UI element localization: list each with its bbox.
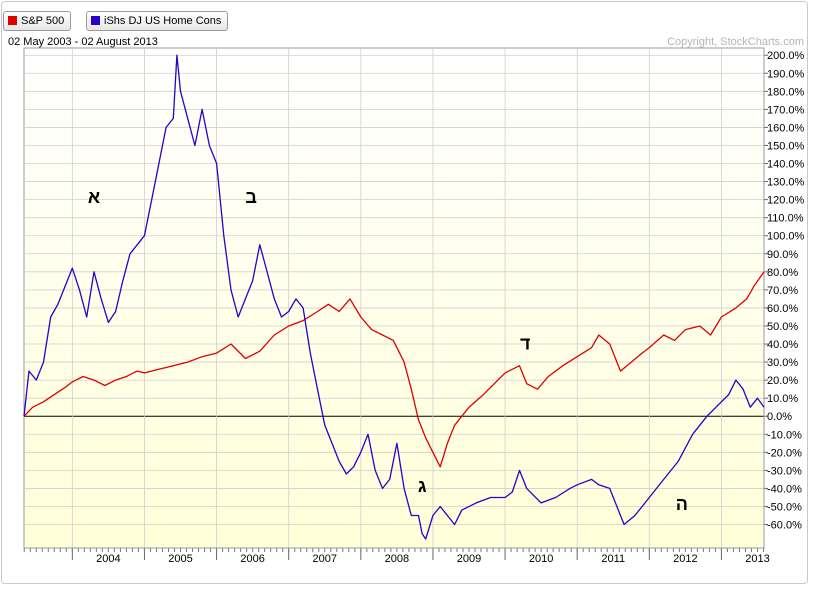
y-tick-label: 160.0% (767, 122, 805, 134)
legend-label-home-cons: iShs DJ US Home Cons (104, 15, 222, 27)
y-tick-label: 110.0% (767, 213, 804, 225)
y-tick-label: 90.0% (767, 249, 798, 261)
y-tick-label: 70.0% (767, 285, 798, 297)
y-tick-label: 0.0% (767, 411, 792, 423)
y-tick-label: -30.0% (767, 465, 802, 477)
y-tick-label: 150.0% (767, 140, 805, 152)
y-tick-label: 170.0% (767, 104, 805, 116)
annotation-label: ב (245, 187, 257, 207)
y-tick-label: 20.0% (767, 375, 798, 387)
y-tick-label: -50.0% (767, 501, 802, 513)
y-tick-label: 100.0% (767, 231, 805, 243)
outer-border (1, 1, 808, 584)
x-tick-label: 2007 (313, 553, 337, 565)
date-range-label: 02 May 2003 - 02 August 2013 (8, 36, 158, 48)
y-tick-label: -20.0% (767, 447, 802, 459)
y-axis: 200.0% 190.0% 180.0% 170.0% 160.0% 150.0% 140.… (763, 48, 805, 548)
annotation-label: ה (676, 494, 688, 514)
x-tick-label: 2012 (673, 553, 697, 565)
home-cons-swatch-icon (91, 16, 100, 25)
copyright-label: Copyright, StockCharts.com (667, 36, 804, 48)
annotation-label: ג (418, 476, 427, 496)
series-layer (23, 54, 765, 540)
x-tick-label: 2006 (240, 553, 264, 565)
x-tick-label: 2009 (457, 553, 481, 565)
y-tick-label: 80.0% (767, 267, 798, 279)
y-tick-label: 60.0% (767, 303, 798, 315)
y-tick-label: 30.0% (767, 357, 798, 369)
y-tick-label: -60.0% (767, 520, 802, 532)
annotation-label: א (88, 187, 100, 207)
y-tick-label: 200.0% (767, 50, 805, 62)
y-tick-label: 40.0% (767, 339, 798, 351)
x-tick-label: 2013 (745, 553, 769, 565)
legend-label-sp500: S&P 500 (21, 15, 65, 27)
x-tick-label: 2005 (168, 553, 192, 565)
x-tick-label: 2010 (529, 553, 553, 565)
x-tick-label: 2008 (385, 553, 409, 565)
y-tick-label: 130.0% (767, 177, 805, 189)
y-tick-label: 140.0% (767, 159, 805, 171)
y-tick-label: -10.0% (767, 429, 802, 441)
annotations: א ב ג ד ה (88, 187, 688, 514)
x-tick-label: 2004 (96, 553, 120, 565)
y-tick-label: 10.0% (767, 393, 798, 405)
grid-lines (24, 48, 764, 548)
y-tick-label: 50.0% (767, 321, 798, 333)
plot-background (23, 47, 765, 549)
y-tick-label: 120.0% (767, 195, 805, 207)
x-tick-label: 2011 (601, 553, 625, 565)
legend-item-sp500[interactable]: S&P 500 (3, 11, 72, 31)
y-tick-label: 180.0% (767, 86, 805, 98)
series-line-sp500 (23, 271, 765, 468)
series-line-home-cons (23, 54, 765, 540)
x-axis: 2004 2005 2006 2007 2008 2009 2010 2011 2012 2013 (23, 547, 770, 565)
legend-item-home-cons[interactable]: iShs DJ US Home Cons (86, 11, 229, 31)
y-tick-label: 190.0% (767, 68, 805, 80)
sp500-swatch-icon (8, 16, 17, 25)
annotation-label: ד (520, 333, 530, 353)
y-tick-label: -40.0% (767, 483, 802, 495)
